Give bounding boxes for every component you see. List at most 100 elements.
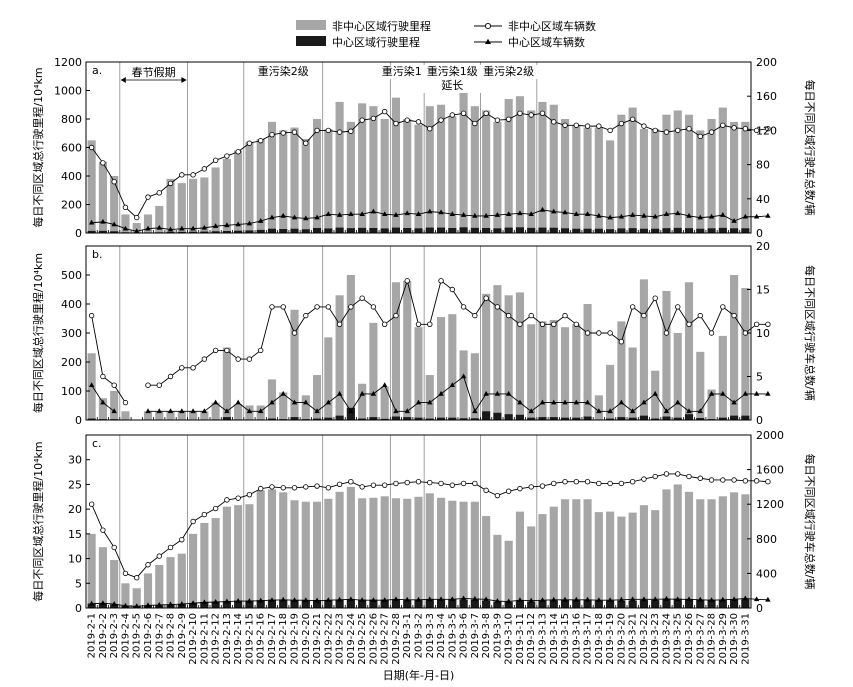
bar-noncenter	[98, 398, 107, 420]
bar-noncenter	[673, 333, 682, 420]
bar-noncenter	[98, 161, 107, 233]
line-noncenter-vehicles-point	[708, 477, 715, 483]
line-center-vehicles-point	[370, 208, 377, 214]
bar-noncenter	[166, 178, 175, 233]
bar-center	[662, 599, 671, 608]
bar-center	[482, 600, 491, 608]
date-label: 2019-2-14	[233, 613, 244, 665]
bar-noncenter	[538, 101, 547, 234]
bar-center	[707, 228, 716, 233]
bar-noncenter	[177, 411, 186, 420]
line-center-vehicles-point	[460, 373, 467, 379]
bar-noncenter	[313, 501, 322, 608]
line-center-vehicles-point	[505, 211, 512, 216]
bar-noncenter	[515, 511, 524, 608]
bar-noncenter	[143, 214, 153, 233]
bar-noncenter	[358, 383, 367, 420]
date-label: 2019-3-15	[560, 613, 571, 665]
y2tick-label: 0	[756, 414, 763, 427]
bar-center	[414, 228, 423, 233]
line-center-vehicles-point	[517, 210, 523, 216]
line-noncenter-vehicles-point	[596, 330, 602, 336]
bar-noncenter	[391, 498, 401, 608]
bar-noncenter	[391, 97, 401, 233]
period-label: 重污染2级	[483, 64, 534, 78]
line-noncenter-vehicles-point	[483, 110, 489, 116]
line-center-vehicles-point	[596, 408, 602, 414]
bar-center	[493, 228, 502, 233]
line-noncenter-vehicles-point	[641, 123, 647, 129]
line-noncenter-vehicles-point	[742, 478, 749, 484]
date-label: 2019-2-21	[312, 613, 323, 665]
bar-noncenter	[166, 411, 175, 420]
line-center-vehicles-point	[618, 596, 625, 602]
bar-center	[572, 417, 581, 420]
date-label: 2019-2-26	[368, 613, 379, 665]
date-label: 2019-2-8	[166, 613, 177, 658]
bar-center	[448, 228, 457, 233]
line-center-vehicles-point	[258, 218, 264, 223]
line-noncenter-vehicles-point	[562, 122, 568, 128]
bar-noncenter	[560, 119, 570, 233]
bar-center	[696, 417, 705, 420]
line-center-vehicles-point	[404, 596, 410, 602]
line-center-vehicles-point	[88, 600, 95, 606]
bar-noncenter	[606, 511, 615, 608]
bar-center	[245, 600, 254, 608]
date-label: 2019-2-7	[154, 613, 165, 658]
bar-noncenter	[482, 110, 491, 233]
line-noncenter-vehicles-point	[179, 365, 185, 371]
bar-noncenter	[651, 510, 660, 608]
bar-noncenter	[493, 121, 502, 233]
period-label: 重污染1级	[382, 64, 433, 78]
line-center-vehicles-point	[708, 597, 715, 603]
ytick-label: 300	[61, 327, 82, 340]
line-noncenter-vehicles-point	[517, 110, 523, 116]
line-noncenter-vehicles-point	[539, 110, 546, 116]
date-label: 2019-3-29	[718, 613, 729, 665]
bar-noncenter	[594, 512, 603, 608]
line-center-vehicles-point	[88, 219, 95, 225]
line-noncenter-vehicles-point	[720, 304, 726, 310]
ytick-label: 200	[61, 199, 82, 212]
line-center-vehicles-point	[145, 602, 151, 608]
bar-center	[673, 227, 682, 233]
bar-center	[707, 599, 716, 608]
line-noncenter-vehicles	[88, 108, 771, 221]
line-noncenter-vehicles-point	[404, 278, 410, 284]
bar-center	[730, 228, 739, 233]
line-noncenter-vehicles-point	[336, 481, 343, 488]
line-noncenter-vehicles-point	[652, 473, 658, 480]
line-center-vehicles-point	[314, 597, 320, 603]
line-center-vehicles-point	[190, 600, 196, 606]
ylabel: 每日不同区域总行驶里程/10⁴km	[31, 253, 45, 413]
bar-noncenter	[560, 327, 570, 420]
line-noncenter-vehicles-point	[483, 487, 489, 494]
bar-noncenter	[583, 499, 592, 608]
legend-item: 中心区域车辆数	[474, 35, 585, 49]
bar-noncenter	[448, 116, 457, 233]
line-center-vehicles-point	[573, 596, 579, 602]
bar-center	[606, 418, 615, 420]
bar-noncenter	[448, 314, 457, 420]
bar-noncenter	[572, 499, 581, 608]
y2label: 每日不同区域行驶车总数/辆	[803, 265, 817, 401]
bar-center	[222, 231, 231, 233]
bar-noncenter	[730, 121, 739, 233]
bar-noncenter	[470, 106, 479, 233]
bar-noncenter	[684, 114, 694, 233]
ytick-label: 1000	[54, 85, 82, 98]
line-center-vehicles	[88, 595, 771, 609]
bar-center	[436, 599, 446, 608]
date-label: 2019-2-6	[143, 613, 154, 658]
period-label: 重污染2级	[258, 64, 309, 78]
line-center-vehicles-point	[652, 390, 658, 396]
bar-noncenter	[662, 114, 671, 233]
period-annotation: 重污染2级	[478, 64, 540, 79]
bar-noncenter	[414, 124, 423, 233]
line-noncenter-vehicles-point	[156, 190, 162, 196]
line-noncenter-vehicles-point	[472, 120, 478, 127]
date-label: 2019-2-27	[380, 613, 391, 665]
y2tick-label: 120	[756, 124, 777, 137]
y2tick-label: 2000	[756, 429, 784, 442]
